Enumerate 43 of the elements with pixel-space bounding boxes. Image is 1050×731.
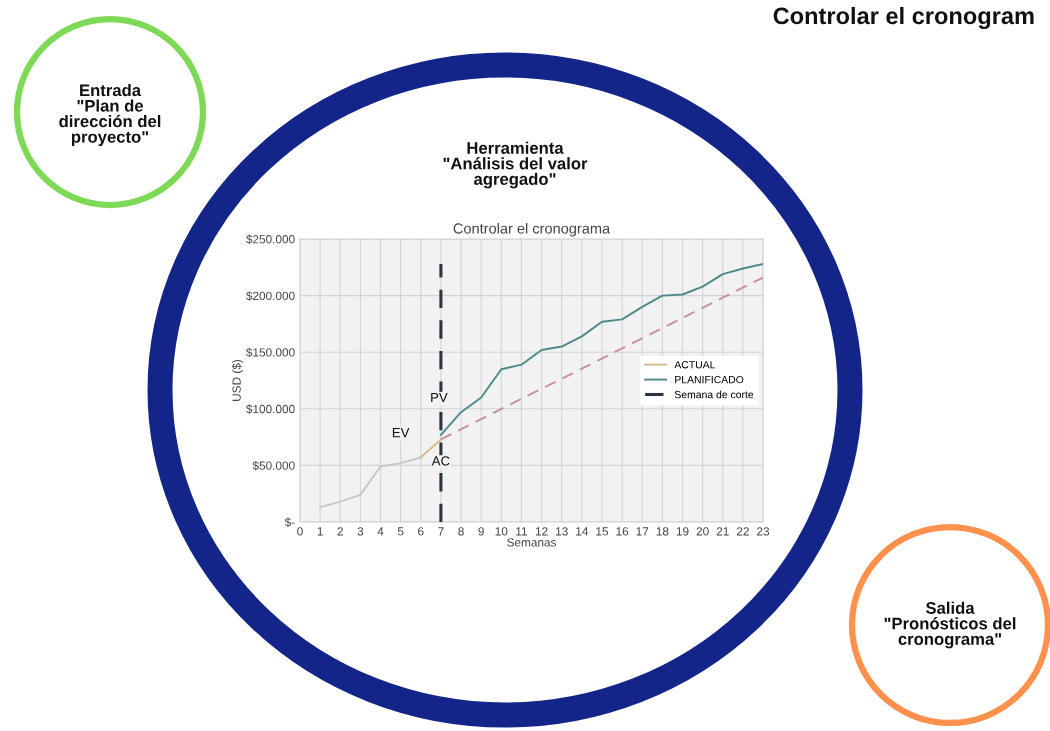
x-tick-label: 22 — [736, 527, 749, 536]
annotation: EV — [392, 428, 410, 438]
annotation: PV — [431, 392, 448, 403]
legend-label: PLANIFICADO — [675, 375, 744, 384]
y-tick-label: $50.000 — [252, 460, 295, 471]
y-tick-label: $150.000 — [246, 347, 295, 358]
x-tick-label: 7 — [438, 527, 444, 536]
text: Salida "Pronósticos del cronograma" — [884, 601, 1016, 649]
x-tick-label: 6 — [418, 527, 424, 536]
y-tick-label: $- — [284, 517, 295, 528]
x-tick-label: 19 — [676, 527, 689, 536]
x-tick-label: 1 — [317, 527, 323, 536]
x-tick-label: 23 — [757, 527, 770, 536]
legend-label: Semana de corte — [674, 390, 754, 399]
y-axis-title: USD ($) — [231, 359, 244, 401]
text: Controlar el cronogram — [773, 6, 1034, 30]
x-tick-label: 3 — [357, 527, 364, 536]
x-tick-label: 20 — [696, 527, 709, 536]
x-tick-label: 10 — [495, 527, 508, 536]
x-tick-label: 8 — [458, 527, 464, 536]
x-tick-label: 16 — [616, 527, 629, 536]
x-tick-label: 12 — [535, 527, 548, 536]
chart-title: Controlar el cronograma — [453, 222, 611, 237]
x-tick-label: 18 — [656, 527, 669, 536]
y-tick-label: $100.000 — [246, 404, 295, 414]
x-tick-label: 11 — [516, 527, 527, 536]
legend-label: ACTUAL — [674, 361, 716, 369]
text: Herramienta "Análisis del valor agregado" — [443, 141, 588, 189]
x-tick-label: 4 — [377, 527, 384, 536]
x-tick-label: 17 — [636, 527, 649, 536]
x-axis-title: Semanas — [507, 538, 557, 547]
x-tick-label: 9 — [478, 527, 484, 536]
y-tick-label: $200.000 — [246, 291, 295, 301]
x-tick-label: 13 — [556, 527, 568, 536]
x-tick-label: 5 — [397, 527, 404, 536]
x-tick-label: 2 — [337, 527, 343, 536]
annotation: AC — [431, 456, 450, 466]
x-tick-label: 0 — [297, 527, 303, 536]
text: Entrada "Plan de dirección del proyecto" — [59, 83, 161, 147]
x-tick-label: 14 — [576, 527, 589, 536]
x-tick-label: 15 — [596, 527, 609, 536]
y-tick-label: $250.000 — [246, 234, 295, 245]
x-tick-label: 21 — [716, 527, 729, 536]
